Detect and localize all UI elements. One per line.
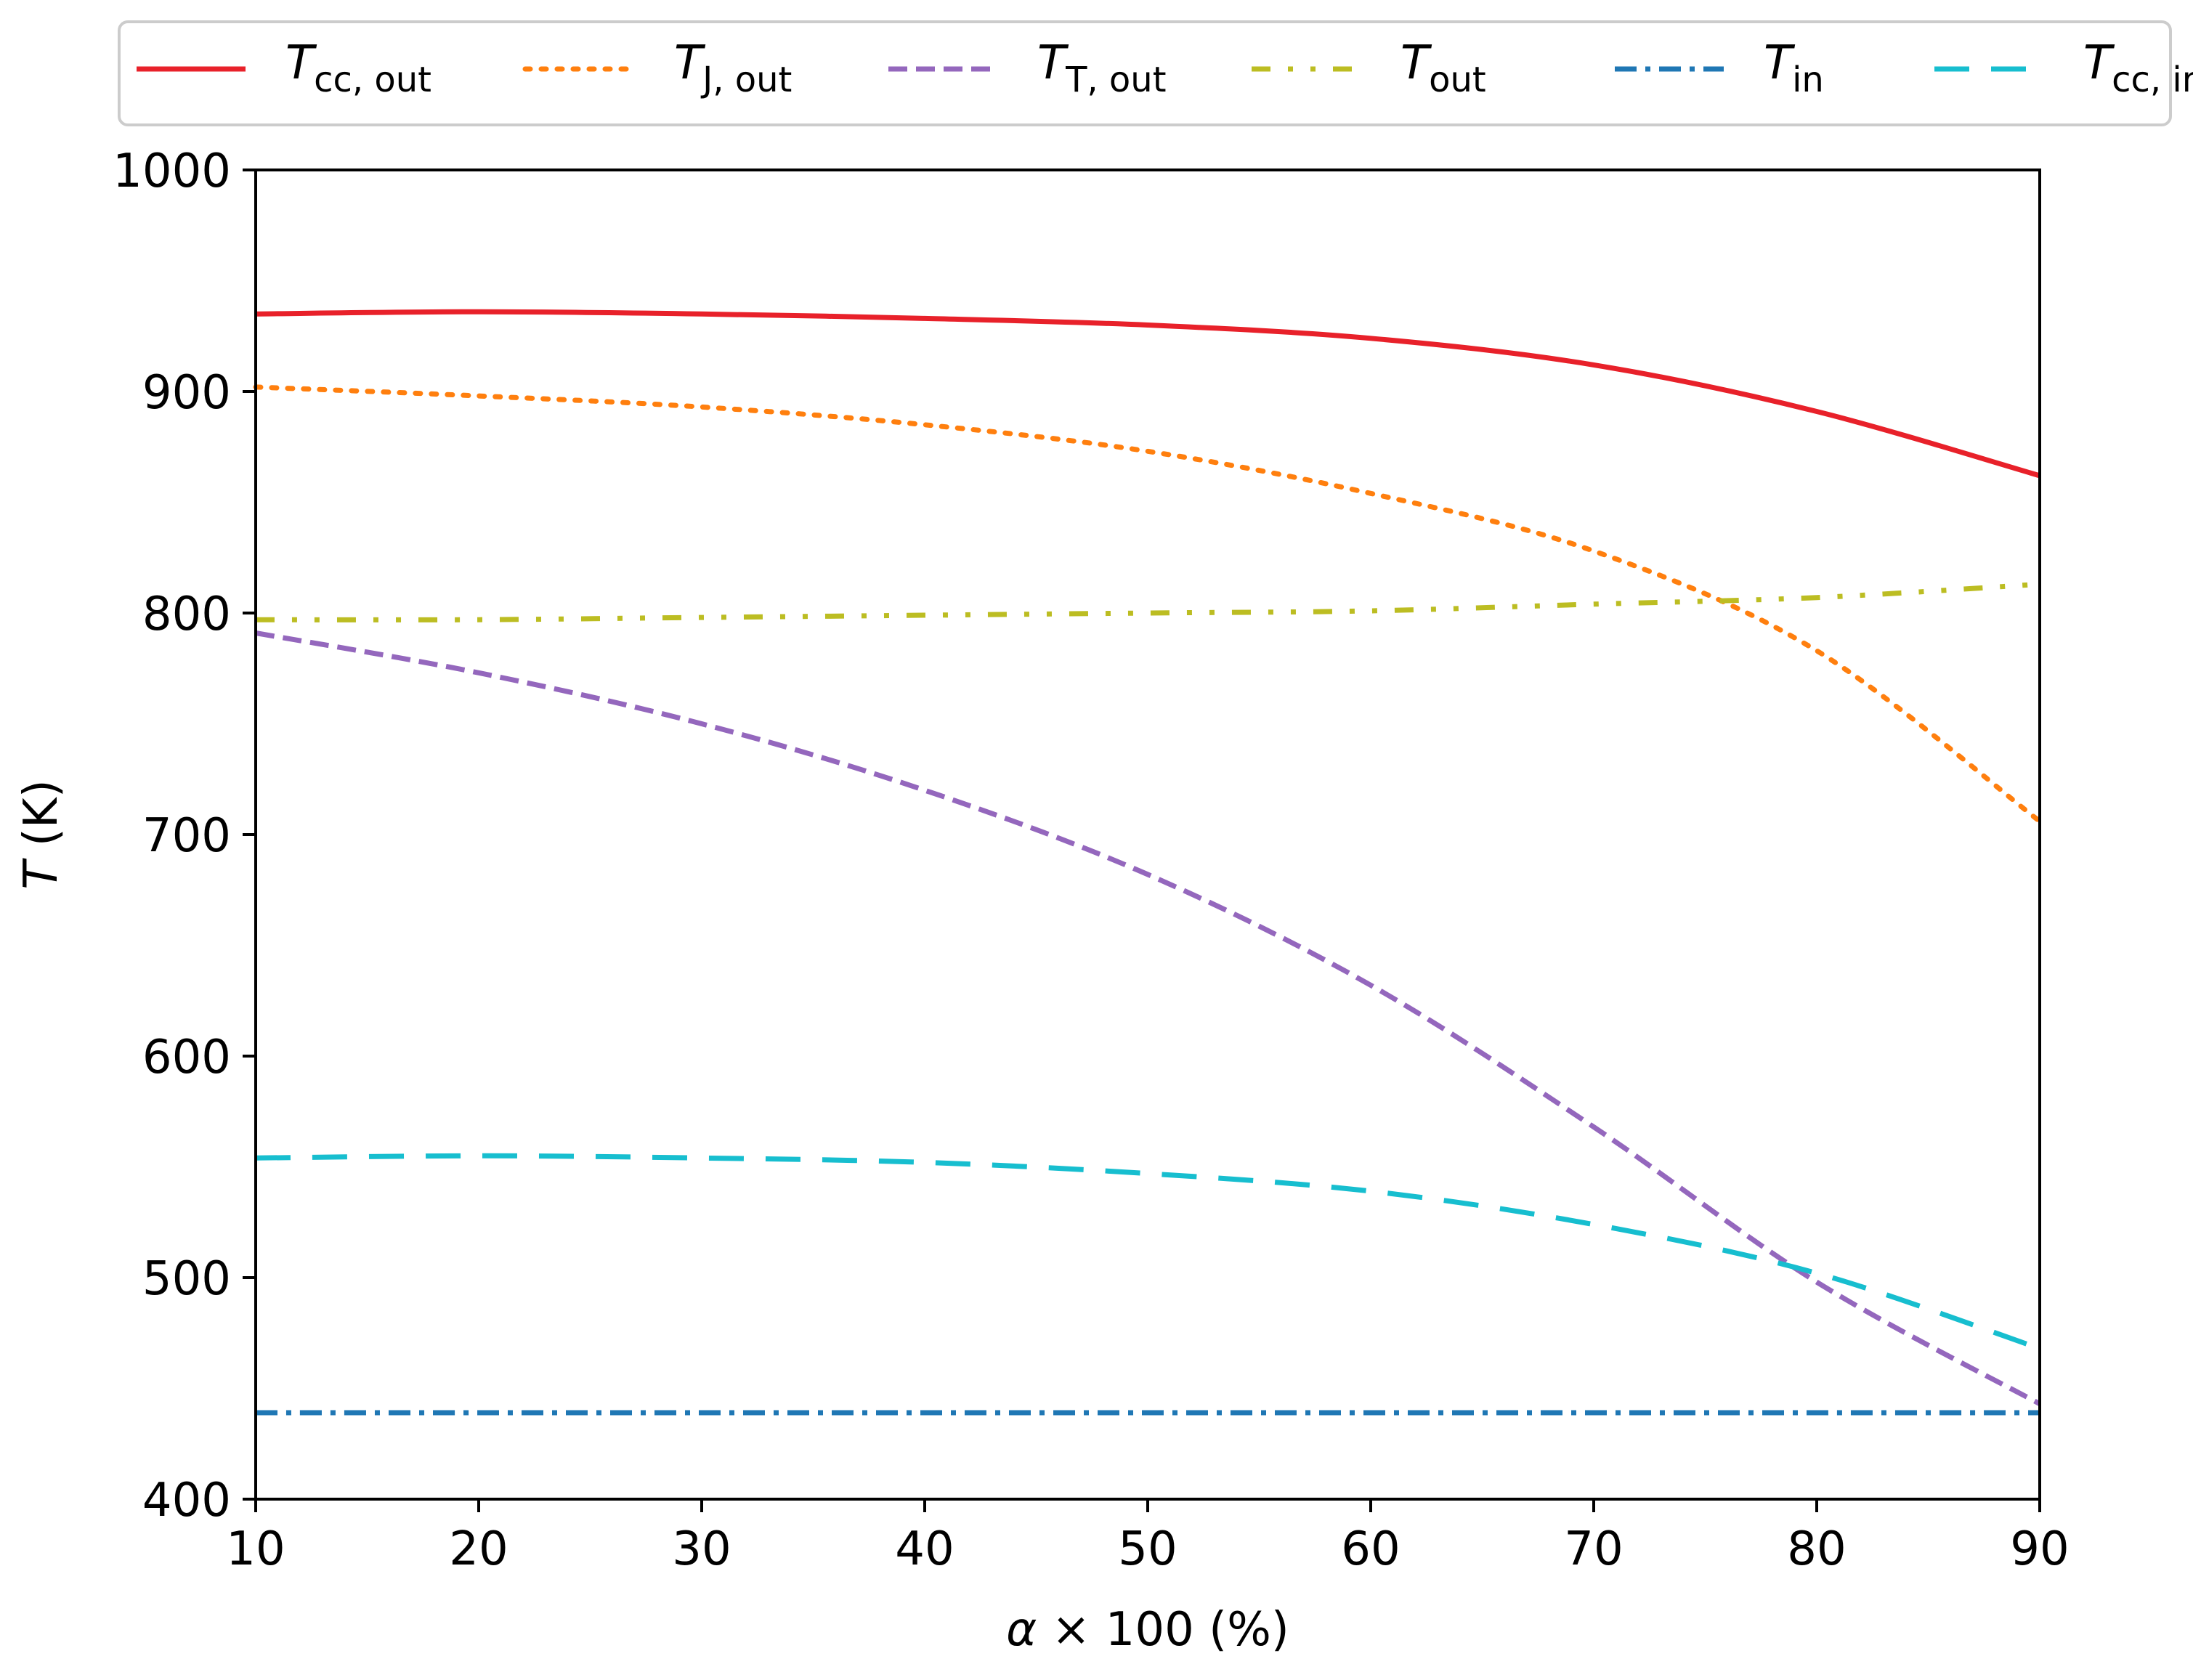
y-tick-label: 1000 xyxy=(113,145,231,198)
series-layer xyxy=(253,309,2043,1416)
x-tick-label: 40 xyxy=(895,1522,954,1576)
plot-area: 10 20 30 40 50 60 70 80 90 400 500 600 700 800 900 100… xyxy=(113,145,2070,1576)
legend-item-3: Tout xyxy=(1252,36,1486,100)
y-tick-label: 800 xyxy=(142,588,231,641)
series-line-0 xyxy=(255,309,2040,479)
x-tick-label: 20 xyxy=(449,1522,508,1576)
x-axis-label: α × 100 (%) xyxy=(1006,1603,1289,1657)
series-line-2 xyxy=(255,630,2041,1406)
y-tick-label: 700 xyxy=(142,809,231,863)
legend-label: TT, out xyxy=(1037,36,1167,100)
legend-label: Tcc, out xyxy=(285,36,431,100)
y-tick-label: 400 xyxy=(142,1474,231,1527)
legend-item-0: Tcc, out xyxy=(137,36,431,100)
legend-label: Tout xyxy=(1400,36,1486,100)
x-tick-label: 90 xyxy=(2010,1522,2069,1576)
y-tick-label: 600 xyxy=(142,1031,231,1084)
legend-item-1: TJ, out xyxy=(522,36,792,100)
x-tick-label: 80 xyxy=(1787,1522,1846,1576)
series-line-1 xyxy=(253,384,2043,824)
legend-item-4: Tin xyxy=(1615,36,1824,100)
x-tick-label: 50 xyxy=(1118,1522,1177,1576)
x-axis: 10 20 30 40 50 60 70 80 90 xyxy=(226,1499,2070,1576)
legend-frame xyxy=(118,20,2172,126)
x-tick-label: 60 xyxy=(1341,1522,1400,1576)
x-tick-label: 30 xyxy=(672,1522,731,1576)
y-tick-label: 500 xyxy=(142,1252,231,1306)
series-line-5 xyxy=(255,1153,2041,1351)
y-tick-label: 900 xyxy=(142,366,231,420)
legend-label: Tin xyxy=(1764,36,1824,100)
legend-item-2: TT, out xyxy=(888,36,1167,100)
legend: Tcc, out TJ, out TT, out Tout Tin Tcc, in xyxy=(118,20,2193,126)
legend-label: Tcc, in xyxy=(2083,36,2193,100)
legend-item-5: Tcc, in xyxy=(1934,36,2193,100)
legend-label: TJ, out xyxy=(674,36,792,100)
x-tick-label: 70 xyxy=(1564,1522,1623,1576)
y-axis: 400 500 600 700 800 900 1000 xyxy=(113,145,256,1527)
x-tick-label: 10 xyxy=(226,1522,285,1576)
y-axis-label: T (K) xyxy=(15,779,68,889)
